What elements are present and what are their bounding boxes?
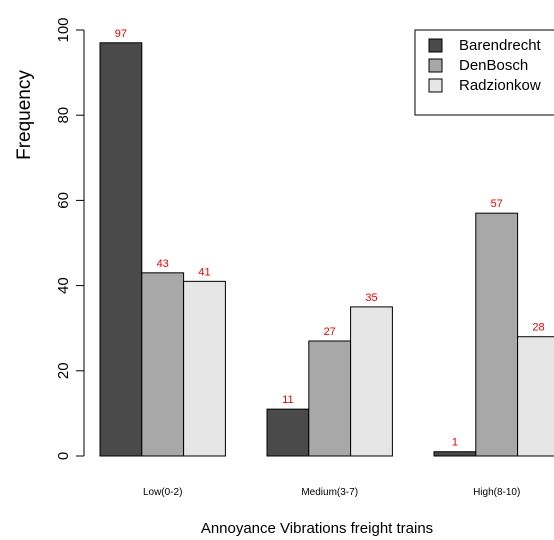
value-label: 1 xyxy=(452,437,458,449)
bar-radzionkow-medium-3-7 xyxy=(350,306,393,457)
x-tick-label-low-0-2: Low(0-2) xyxy=(143,487,182,498)
legend: Barendrecht DenBosch Radzionkow xyxy=(414,29,554,116)
legend-swatch-radzionkow xyxy=(428,78,443,93)
legend-swatch-denbosch xyxy=(428,58,443,73)
value-label: 35 xyxy=(365,292,377,304)
y-tick-label: 60 xyxy=(55,192,72,209)
x-tick-label-high-8-10: High(8-10) xyxy=(473,487,520,498)
y-axis-title: Frequency xyxy=(14,70,35,160)
value-label: 57 xyxy=(491,198,503,210)
legend-label-radzionkow: Radzionkow xyxy=(459,77,541,94)
legend-swatch-barendrecht xyxy=(428,38,443,53)
bar-denbosch-high-8-10 xyxy=(475,212,519,457)
y-axis: 0 20 40 60 80 100 xyxy=(55,17,85,460)
bar-barendrecht-high-8-10 xyxy=(433,451,477,457)
y-tick-label: 0 xyxy=(55,452,72,460)
value-label: 27 xyxy=(324,326,336,338)
legend-label-denbosch: DenBosch xyxy=(459,57,528,74)
bar-denbosch-medium-3-7 xyxy=(308,340,352,457)
y-tick-label: 40 xyxy=(55,277,72,294)
value-label: 97 xyxy=(115,28,127,40)
y-tick-label: 20 xyxy=(55,362,72,379)
value-label: 41 xyxy=(198,266,210,278)
bar-barendrecht-medium-3-7 xyxy=(266,408,310,457)
x-tick-labels: Low(0-2) Medium(3-7) High(8-10) xyxy=(143,487,520,498)
bars xyxy=(99,42,554,457)
bar-radzionkow-low-0-2 xyxy=(183,280,226,457)
value-label: 43 xyxy=(157,258,169,270)
legend-label-barendrecht: Barendrecht xyxy=(459,37,542,54)
value-label: 11 xyxy=(282,394,293,406)
bar-radzionkow-high-8-10 xyxy=(517,336,554,457)
bar-barendrecht-low-0-2 xyxy=(99,42,143,457)
value-labels: 97 43 41 11 27 35 1 57 28 xyxy=(115,28,545,449)
y-tick-label: 80 xyxy=(55,107,72,124)
y-tick-label: 100 xyxy=(55,17,72,42)
x-tick-label-medium-3-7: Medium(3-7) xyxy=(301,487,358,498)
value-label: 28 xyxy=(532,322,544,334)
x-axis-title: Annoyance Vibrations freight trains xyxy=(201,520,433,537)
bar-denbosch-low-0-2 xyxy=(141,272,185,457)
